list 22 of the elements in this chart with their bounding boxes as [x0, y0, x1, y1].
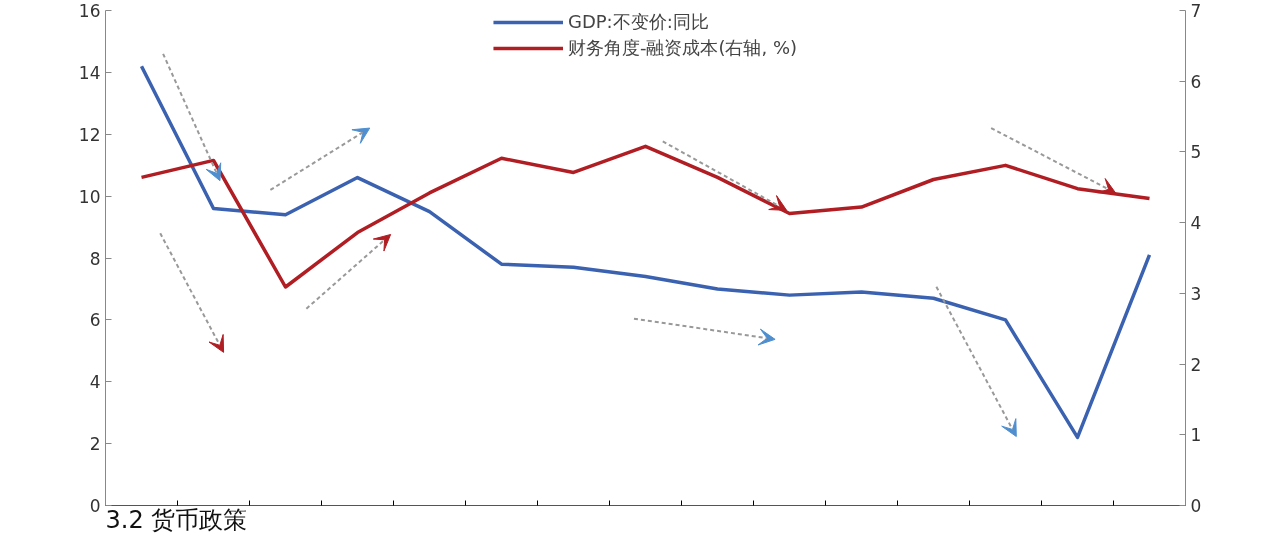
y-tick-label: 4	[89, 372, 101, 393]
y2-tick-label: 5	[1190, 142, 1202, 163]
y-tick-label: 12	[78, 124, 101, 145]
y-tick-label: 14	[78, 62, 101, 83]
y-tick-label: 16	[78, 1, 101, 21]
y2-tick-label: 0	[1190, 496, 1202, 516]
y2-tick-label: 7	[1190, 1, 1202, 21]
y-tick-label: 6	[89, 310, 101, 331]
y2-tick-label: 4	[1190, 213, 1202, 234]
line-series	[139, 64, 1152, 440]
text: 3.2 货币政策	[105, 505, 248, 534]
y2-tick-label: 6	[1190, 71, 1202, 92]
y2-tick-label: 1	[1190, 425, 1202, 446]
y2-tick-label: 2	[1190, 354, 1202, 375]
y2-tick-label: 3	[1190, 283, 1202, 304]
legend-label: GDP:不变价:同比	[567, 10, 709, 34]
y-tick-label: 2	[89, 434, 101, 455]
y-tick-label: 10	[78, 186, 101, 207]
line-series	[139, 144, 1152, 289]
y-tick-label: 8	[89, 248, 101, 269]
legend-label: 财务角度-融资成本(右轴, %)	[567, 36, 798, 60]
y-tick-label: 0	[89, 496, 101, 516]
